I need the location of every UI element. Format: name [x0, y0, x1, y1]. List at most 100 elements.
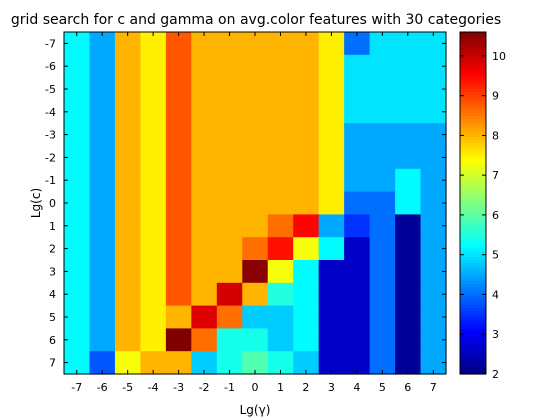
- heatmap-cell: [191, 54, 218, 79]
- heatmap-cell: [395, 168, 422, 193]
- heatmap-cell: [191, 100, 218, 124]
- heatmap-cell: [293, 32, 320, 56]
- heatmap-cell: [318, 123, 345, 147]
- colorbar-segment: [460, 116, 486, 120]
- heatmap-cell: [216, 54, 243, 79]
- colorbar-segment: [460, 98, 486, 102]
- colorbar-segment: [460, 251, 486, 255]
- heatmap-cell: [191, 123, 218, 147]
- heatmap-cell: [165, 32, 192, 56]
- heatmap-cell: [216, 260, 243, 284]
- heatmap-cell: [89, 328, 116, 352]
- colorbar-segment: [460, 236, 486, 240]
- heatmap-cell: [293, 328, 320, 352]
- colorbar-segment: [460, 356, 486, 360]
- colorbar-segment: [460, 206, 486, 210]
- colorbar-segment: [460, 137, 486, 141]
- colorbar-segment: [460, 119, 486, 123]
- heatmap-cell: [165, 214, 192, 238]
- heatmap-cell: [344, 146, 371, 170]
- heatmap-cell: [318, 237, 345, 261]
- heatmap-cell: [114, 214, 141, 238]
- colorbar-segment: [460, 335, 486, 339]
- heatmap-cell: [165, 123, 192, 147]
- colorbar-tick-label: 9: [492, 90, 499, 103]
- heatmap-cell: [191, 77, 218, 101]
- heatmap-cell: [165, 237, 192, 261]
- heatmap-cell: [318, 77, 345, 101]
- colorbar-segment: [460, 275, 486, 279]
- heatmap-cell: [293, 214, 320, 238]
- heatmap-cell: [191, 237, 218, 261]
- y-tick-label: -4: [45, 106, 56, 119]
- heatmap-cell: [165, 77, 192, 101]
- colorbar-segment: [460, 95, 486, 99]
- colorbar-segment: [460, 203, 486, 207]
- colorbar-segment: [460, 314, 486, 318]
- heatmap-cell: [369, 32, 396, 56]
- x-tick-label: 5: [379, 381, 386, 394]
- heatmap-cell: [165, 168, 192, 193]
- heatmap-cell: [216, 146, 243, 170]
- colorbar-segment: [460, 347, 486, 351]
- heatmap-cell: [420, 54, 447, 79]
- colorbar-segment: [460, 77, 486, 81]
- heatmap-cell: [191, 214, 218, 238]
- colorbar-segment: [460, 281, 486, 285]
- heatmap-cell: [89, 305, 116, 329]
- heatmap-cell: [395, 100, 422, 124]
- colorbar: [460, 32, 486, 375]
- heatmap-cell: [114, 282, 141, 307]
- colorbar-tick-label: 8: [492, 129, 499, 142]
- colorbar-segment: [460, 173, 486, 177]
- heatmap-cell: [216, 214, 243, 238]
- heatmap-cell: [191, 305, 218, 329]
- heatmap-cell: [140, 282, 167, 307]
- heatmap-cell: [267, 214, 294, 238]
- heatmap-cell: [191, 328, 218, 352]
- heatmap-cell: [216, 77, 243, 101]
- colorbar-segment: [460, 290, 486, 294]
- heatmap-cell: [140, 191, 167, 215]
- heatmap-cell: [318, 260, 345, 284]
- heatmap-cell: [114, 328, 141, 352]
- colorbar-segment: [460, 191, 486, 195]
- colorbar-segment: [460, 263, 486, 267]
- heatmap-cell: [267, 191, 294, 215]
- heatmap-cell: [344, 282, 371, 307]
- heatmap-cell: [420, 328, 447, 352]
- colorbar-segment: [460, 80, 486, 84]
- heatmap-cell: [267, 351, 294, 375]
- heatmap-cell: [191, 168, 218, 193]
- heatmap-cell: [267, 237, 294, 261]
- colorbar-segment: [460, 371, 486, 375]
- heatmap-cell: [89, 191, 116, 215]
- heatmap-cell: [114, 191, 141, 215]
- colorbar-segment: [460, 257, 486, 261]
- heatmap-cell: [420, 214, 447, 238]
- colorbar-segment: [460, 221, 486, 225]
- heatmap-cell: [293, 123, 320, 147]
- colorbar-segment: [460, 101, 486, 105]
- x-tick-label: 7: [430, 381, 437, 394]
- heatmap-cell: [318, 146, 345, 170]
- heatmap-cell: [114, 123, 141, 147]
- heatmap-cell: [64, 260, 91, 284]
- colorbar-segment: [460, 320, 486, 324]
- heatmap-cell: [216, 305, 243, 329]
- colorbar-segment: [460, 224, 486, 228]
- colorbar-segment: [460, 113, 486, 117]
- colorbar-segment: [460, 62, 486, 66]
- heatmap-cell: [293, 146, 320, 170]
- heatmap-cell: [89, 237, 116, 261]
- y-tick-label: -6: [45, 60, 56, 73]
- colorbar-segment: [460, 149, 486, 153]
- colorbar-segment: [460, 56, 486, 60]
- colorbar-segment: [460, 362, 486, 366]
- heatmap-cell: [140, 100, 167, 124]
- heatmap-cell: [140, 328, 167, 352]
- heatmap-cell: [267, 32, 294, 56]
- colorbar-segment: [460, 212, 486, 216]
- colorbar-segment: [460, 47, 486, 51]
- heatmap-cell: [242, 77, 269, 101]
